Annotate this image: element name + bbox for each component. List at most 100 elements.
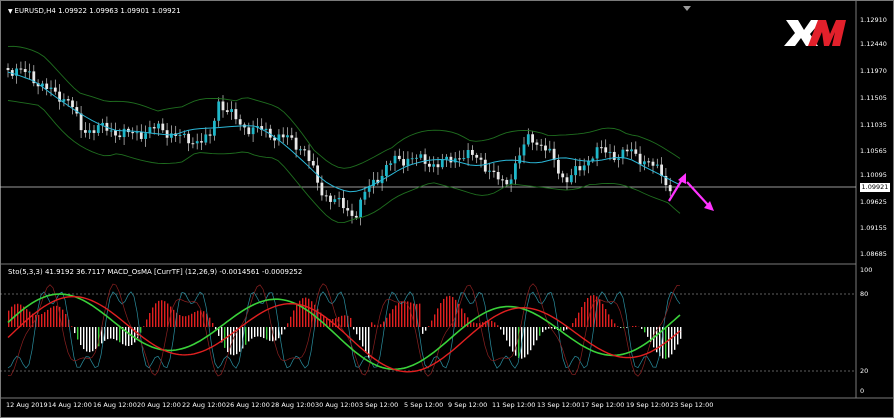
time-axis-label: 14 Aug 12:00 <box>48 401 92 409</box>
candle-body <box>333 199 337 202</box>
candle-body <box>393 155 397 164</box>
price-axis-label: 1.11505 <box>860 94 887 102</box>
macd-histogram-bar <box>335 318 337 327</box>
macd-histogram-bar <box>299 300 301 327</box>
macd-histogram-bar <box>302 298 304 327</box>
candle-body <box>225 110 229 112</box>
candle-body <box>608 151 612 153</box>
macd-histogram-bar <box>71 326 73 327</box>
macd-histogram-bar <box>62 309 64 327</box>
price-axis-label: 1.10095 <box>860 171 887 179</box>
candle-body <box>66 99 70 101</box>
candle-body <box>221 101 225 111</box>
macd-histogram-bar <box>281 327 283 335</box>
price-axis-label: 1.11970 <box>860 67 887 75</box>
candle-body <box>191 143 195 145</box>
macd-histogram-bar <box>398 302 400 327</box>
candle-body <box>625 149 629 152</box>
candle-body <box>449 156 453 163</box>
macd-histogram-bar <box>230 327 232 355</box>
candle-body <box>230 109 233 112</box>
candle-body <box>41 83 44 87</box>
macd-histogram-bar <box>140 327 142 333</box>
candle-body <box>157 123 160 129</box>
candle-body <box>402 159 405 166</box>
candle-body <box>621 149 625 159</box>
candle-body <box>324 195 328 197</box>
macd-histogram-bar <box>209 317 211 327</box>
candle-body <box>617 158 620 160</box>
candle-body <box>432 164 436 167</box>
candle-body <box>526 134 530 145</box>
candle-body <box>569 175 573 183</box>
candle-body <box>397 155 401 160</box>
macd-histogram-bar <box>623 327 625 329</box>
macd-histogram-bar <box>485 321 487 327</box>
macd-histogram-bar <box>59 306 61 327</box>
candle-body <box>260 126 264 130</box>
macd-histogram-bar <box>464 313 466 327</box>
macd-histogram-bar <box>107 327 109 340</box>
macd-histogram-bar <box>290 316 292 327</box>
macd-histogram-bar <box>128 327 130 347</box>
candle-body <box>389 163 393 165</box>
candle-body <box>114 130 117 136</box>
macd-histogram-bar <box>119 327 121 343</box>
candle-body <box>445 156 448 160</box>
candle-body <box>410 158 414 160</box>
candle-body <box>165 130 169 138</box>
macd-histogram-bar <box>368 327 370 359</box>
candle-body <box>385 164 388 176</box>
macd-histogram-bar <box>35 314 37 327</box>
macd-histogram-bar <box>674 327 676 350</box>
macd-histogram-bar <box>242 327 244 349</box>
candle-body <box>539 144 543 146</box>
candle-body <box>122 128 126 138</box>
macd-histogram-bar <box>500 327 502 330</box>
time-axis-label: 13 Sep 12:00 <box>537 401 581 409</box>
candle-body <box>509 179 513 185</box>
macd-histogram-bar <box>95 327 97 350</box>
macd-histogram-bar <box>593 295 595 327</box>
macd-histogram-bar <box>548 327 550 329</box>
macd-histogram-bar <box>143 326 145 327</box>
candle-body <box>84 130 87 133</box>
candle-body <box>578 166 582 171</box>
macd-histogram-bar <box>455 299 457 327</box>
macd-histogram-bar <box>647 327 649 337</box>
macd-histogram-bar <box>233 327 235 356</box>
macd-histogram-bar <box>308 298 310 327</box>
candle-body <box>428 163 431 167</box>
time-axis-label: 20 Aug 12:00 <box>137 401 181 409</box>
price-axis-label: 1.09155 <box>860 224 887 232</box>
candle-body <box>178 135 182 137</box>
candle-body <box>316 165 319 183</box>
macd-histogram-bar <box>443 298 445 327</box>
time-axis-label: 17 Sep 12:00 <box>581 401 625 409</box>
stochastic-slow-line <box>7 283 681 377</box>
macd-histogram-bar <box>161 300 163 327</box>
macd-histogram-bar <box>113 327 115 339</box>
macd-histogram-bar <box>458 303 460 327</box>
candle-body <box>630 149 633 152</box>
macd-histogram-bar <box>668 327 670 358</box>
macd-histogram-bar <box>47 309 49 327</box>
macd-histogram-bar <box>83 327 85 350</box>
macd-histogram-bar <box>497 325 499 327</box>
candle-body <box>453 158 457 163</box>
stochastic-fast-line <box>7 291 681 369</box>
price-axis-label: 1.12440 <box>860 40 887 48</box>
candle-body <box>131 132 135 134</box>
macd-histogram-bar <box>431 320 433 327</box>
window-scroll-marker[interactable] <box>683 6 691 11</box>
macd-histogram-bar <box>632 326 634 327</box>
macd-histogram-bar <box>152 307 154 327</box>
collapse-triangle-icon[interactable]: ▼ <box>8 8 15 15</box>
macd-histogram-bar <box>17 303 19 327</box>
price-axis-label: 1.11035 <box>860 121 887 129</box>
macd-histogram-bar <box>488 320 490 327</box>
macd-histogram-bar <box>80 327 82 346</box>
macd-histogram-bar <box>671 327 673 355</box>
macd-histogram-bar <box>86 327 88 352</box>
